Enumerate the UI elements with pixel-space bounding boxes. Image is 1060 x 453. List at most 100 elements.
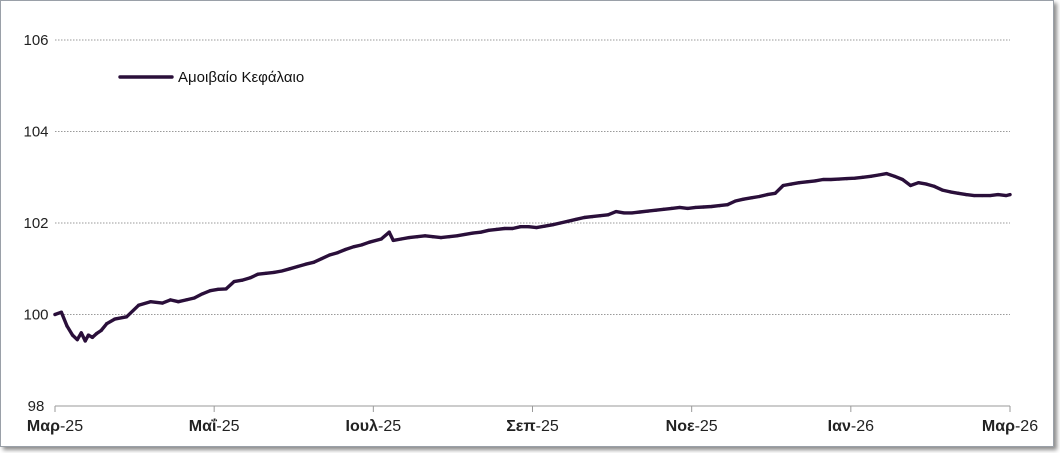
data-point xyxy=(224,287,228,291)
data-point xyxy=(105,322,109,326)
data-point xyxy=(980,193,984,198)
data-point xyxy=(379,237,383,241)
data-point xyxy=(53,312,57,317)
data-point xyxy=(312,260,316,264)
data-point xyxy=(288,267,292,271)
data-point xyxy=(757,194,761,199)
data-point xyxy=(343,247,348,252)
data-point xyxy=(304,262,308,266)
data-point xyxy=(574,217,578,221)
data-point xyxy=(136,303,141,307)
data-point xyxy=(622,211,626,215)
data-point xyxy=(916,181,921,185)
data-point xyxy=(670,206,674,210)
x-axis: Μαρ-25 Μαΐ-25 Ιουλ-25 Σεπ-25 Νοε-25 Ιαν-26 Μαρ… xyxy=(27,405,1038,435)
data-point xyxy=(900,177,905,182)
data-point xyxy=(320,257,324,261)
data-point xyxy=(932,184,936,188)
data-point xyxy=(431,235,435,239)
data-point xyxy=(423,234,427,238)
data-point xyxy=(518,225,523,229)
data-point xyxy=(733,199,738,203)
data-point xyxy=(566,219,570,223)
data-point xyxy=(367,240,371,244)
data-point xyxy=(789,182,793,186)
data-point xyxy=(773,191,777,195)
data-point xyxy=(821,177,825,182)
data-point xyxy=(606,213,610,217)
data-point xyxy=(248,276,252,280)
x-tick-year: -25 xyxy=(60,418,83,435)
legend: Αμοιβαίο Κεφάλαιο xyxy=(118,69,304,86)
data-point xyxy=(741,197,745,201)
data-point xyxy=(327,253,332,257)
data-point xyxy=(455,234,459,238)
y-tick-label: 104 xyxy=(23,124,48,141)
data-point xyxy=(805,180,809,184)
y-tick-label: 106 xyxy=(23,32,48,49)
data-point xyxy=(168,298,172,302)
data-point xyxy=(654,208,658,212)
data-point xyxy=(885,171,889,176)
data-point xyxy=(964,193,968,197)
x-tick-label: Μαΐ-25 xyxy=(189,418,240,435)
x-tick-month: Μαρ xyxy=(982,418,1015,435)
data-point xyxy=(296,264,300,269)
x-tick-label: Σεπ-25 xyxy=(506,418,559,435)
data-point xyxy=(837,177,841,181)
data-point xyxy=(359,243,363,247)
data-point xyxy=(256,272,260,276)
data-point xyxy=(439,236,443,240)
legend-label: Αμοιβαίο Κεφάλαιο xyxy=(178,69,304,86)
data-point xyxy=(70,333,75,337)
data-point xyxy=(702,205,706,209)
x-tick-year: -25 xyxy=(536,418,559,435)
data-point xyxy=(487,228,491,232)
data-point xyxy=(662,207,666,211)
series-line xyxy=(53,171,1012,343)
data-point xyxy=(415,235,419,239)
data-point xyxy=(240,278,244,282)
data-point xyxy=(208,289,212,293)
y-tick-label: 102 xyxy=(23,215,48,232)
x-tick-month: Νοε xyxy=(666,418,695,435)
gridlines xyxy=(55,39,1010,315)
data-point xyxy=(558,221,562,225)
y-axis-ticks: 98 100 102 104 106 xyxy=(23,32,48,415)
data-point xyxy=(75,338,79,342)
x-tick-month: Σεπ xyxy=(506,418,535,435)
data-point xyxy=(113,317,117,321)
data-point xyxy=(598,214,602,218)
data-point xyxy=(542,224,547,228)
data-point xyxy=(503,226,507,231)
x-tick-month: Μαρ xyxy=(27,418,60,435)
data-point xyxy=(678,205,682,210)
data-point xyxy=(184,298,188,302)
data-point xyxy=(646,209,650,213)
data-point xyxy=(447,235,451,239)
data-point xyxy=(829,177,833,182)
data-point xyxy=(948,190,952,194)
data-point xyxy=(614,209,618,214)
x-tick-month: Μαΐ xyxy=(189,418,218,435)
data-point xyxy=(908,183,913,188)
x-tick-label: Ιαν-26 xyxy=(828,418,874,435)
data-point xyxy=(216,287,220,291)
data-point xyxy=(79,331,83,335)
data-point xyxy=(59,310,63,314)
data-point xyxy=(694,205,698,210)
data-point xyxy=(956,191,960,195)
data-point xyxy=(99,328,103,333)
data-point xyxy=(725,203,730,207)
data-point xyxy=(65,324,69,328)
x-tick-year: -25 xyxy=(216,418,239,435)
data-point xyxy=(893,174,897,178)
data-point xyxy=(125,315,129,319)
data-point xyxy=(534,225,539,230)
data-point xyxy=(232,279,236,284)
data-point xyxy=(869,174,873,178)
data-point xyxy=(781,183,785,188)
data-point xyxy=(407,236,411,240)
data-point xyxy=(351,245,356,249)
